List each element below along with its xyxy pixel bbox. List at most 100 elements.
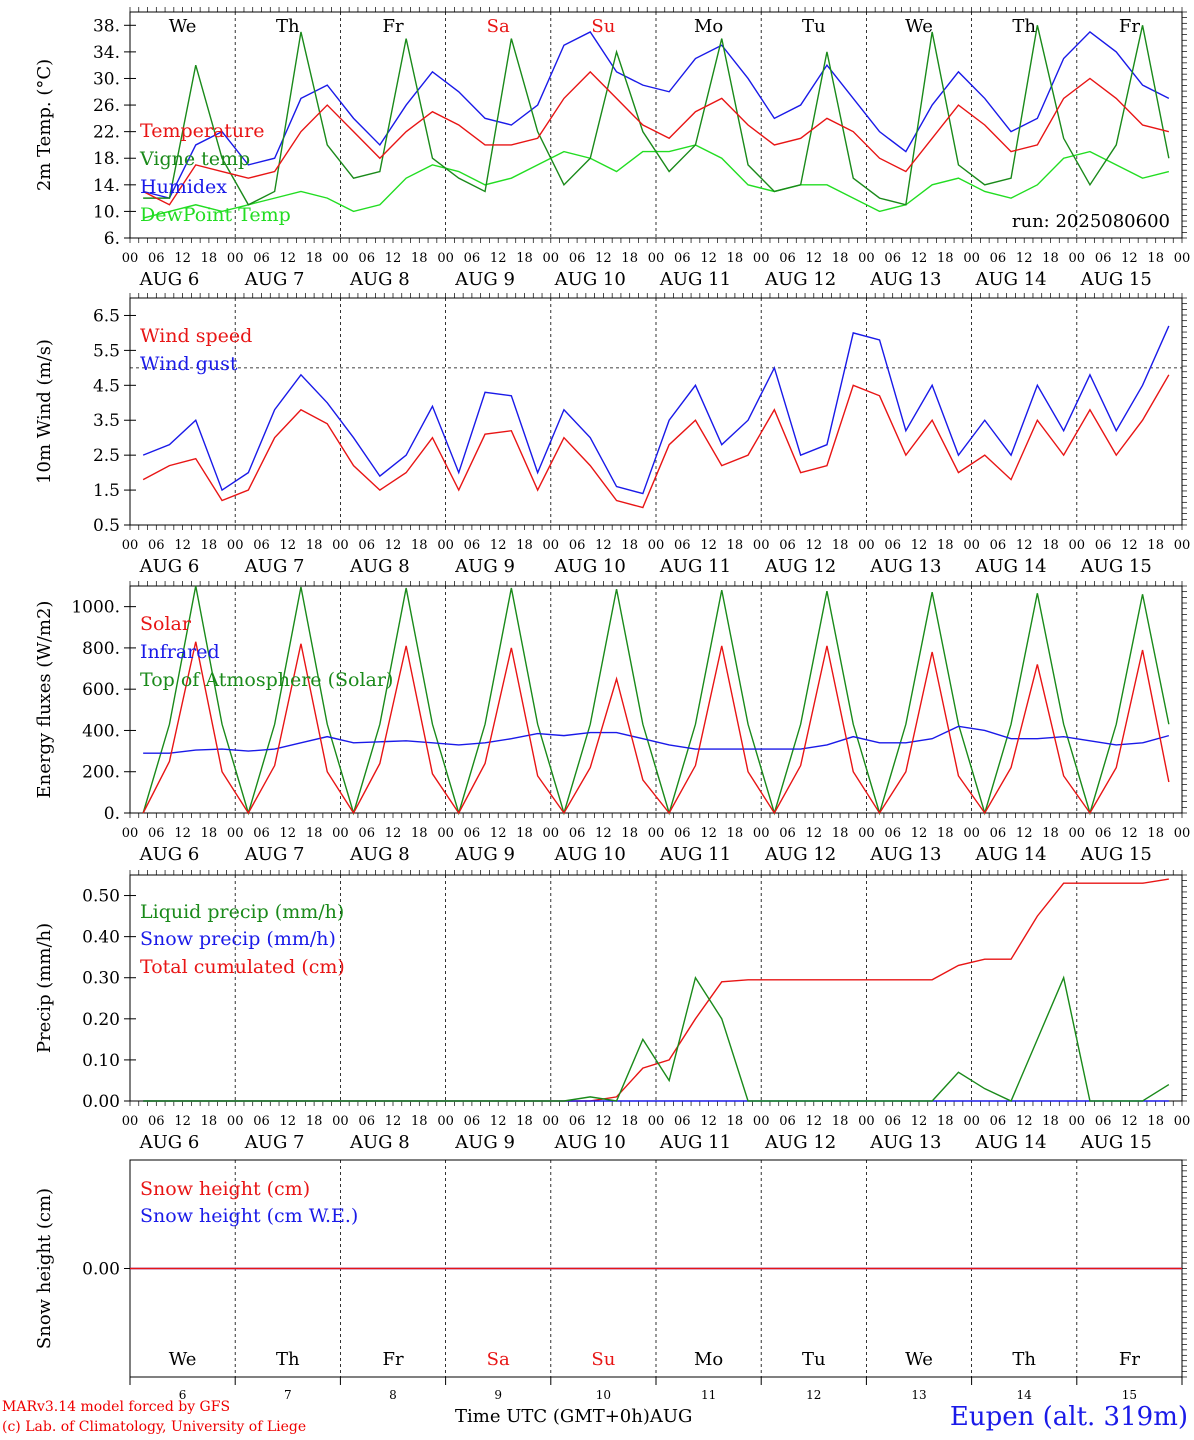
hour-tick-label: 18: [1042, 1114, 1059, 1129]
hour-tick-label: 12: [595, 1114, 612, 1129]
hour-tick-label: 18: [727, 1114, 744, 1129]
hour-tick-label: 00: [858, 538, 875, 553]
hour-tick-label: 06: [253, 1114, 270, 1129]
y-tick-label: 30.: [93, 69, 120, 89]
hour-tick-label: 00: [753, 1114, 770, 1129]
day-label: Th: [1012, 16, 1036, 37]
day-label: Sa: [487, 1349, 510, 1370]
hour-tick-label: 12: [490, 1114, 507, 1129]
hour-tick-label: 00: [1174, 1114, 1191, 1129]
date-label: AUG 11: [659, 269, 731, 290]
date-label: AUG 9: [454, 844, 515, 865]
day-number-label: 11: [701, 1388, 716, 1402]
hour-tick-label: 12: [806, 538, 823, 553]
legend-entry: Snow height (cm): [140, 1178, 310, 1200]
hour-tick-label: 12: [1016, 826, 1033, 841]
date-label: AUG 12: [764, 844, 836, 865]
hour-tick-label: 12: [911, 251, 928, 266]
hour-tick-label: 06: [1095, 251, 1112, 266]
hour-tick-label: 12: [280, 538, 297, 553]
hour-tick-label: 18: [727, 538, 744, 553]
hour-tick-label: 18: [201, 826, 218, 841]
hour-tick-label: 12: [1121, 251, 1138, 266]
hour-tick-label: 06: [990, 826, 1007, 841]
series-line-wind-speed: [142, 374, 1170, 509]
hour-tick-label: 12: [385, 538, 402, 553]
hour-tick-label: 12: [1016, 1114, 1033, 1129]
hour-tick-label: 18: [937, 1114, 954, 1129]
hour-tick-label: 12: [174, 826, 191, 841]
hour-tick-label: 12: [490, 251, 507, 266]
day-number-label: 13: [911, 1388, 926, 1402]
day-label: We: [169, 1349, 197, 1370]
hour-tick-label: 18: [516, 251, 533, 266]
date-label: AUG 15: [1080, 844, 1152, 865]
date-label: AUG 15: [1080, 1132, 1152, 1153]
legend-entry: Total cumulated (cm): [140, 956, 345, 978]
hour-tick-label: 12: [595, 826, 612, 841]
hour-tick-label: 18: [306, 538, 323, 553]
hour-tick-label: 00: [1069, 1114, 1086, 1129]
hour-tick-label: 06: [779, 1114, 796, 1129]
hour-tick-label: 12: [174, 538, 191, 553]
hour-tick-label: 12: [700, 826, 717, 841]
hour-tick-label: 12: [911, 538, 928, 553]
hour-tick-label: 06: [253, 538, 270, 553]
hour-tick-label: 00: [963, 251, 980, 266]
day-label: Fr: [382, 16, 403, 37]
series-line-top-of-atmosphere-solar-: [142, 585, 1170, 816]
date-label: AUG 7: [244, 844, 305, 865]
hour-tick-label: 00: [437, 251, 454, 266]
series-line-temperature: [142, 70, 1170, 206]
hour-tick-label: 06: [464, 251, 481, 266]
series-line-solar: [142, 641, 1170, 815]
y-tick-label: 600.: [82, 680, 120, 700]
date-label: AUG 11: [659, 1132, 731, 1153]
hour-tick-label: 06: [884, 826, 901, 841]
y-tick-label: 0.00: [82, 1260, 120, 1280]
hour-tick-label: 18: [1147, 1114, 1164, 1129]
y-tick-label: 2.5: [93, 446, 120, 466]
y-axis-label: Energy fluxes (W/m2): [34, 601, 55, 799]
series-line-infrared: [143, 725, 1170, 754]
date-label: AUG 11: [659, 556, 731, 577]
hour-tick-label: 18: [832, 1114, 849, 1129]
hour-tick-label: 06: [779, 251, 796, 266]
hour-tick-label: 00: [963, 1114, 980, 1129]
hour-tick-label: 00: [332, 538, 349, 553]
y-tick-label: 18.: [93, 149, 120, 169]
y-tick-label: 0.40: [82, 928, 120, 948]
legend-entry: Vigne temp: [139, 148, 250, 170]
hour-tick-label: 00: [227, 826, 244, 841]
date-label: AUG 13: [869, 1132, 941, 1153]
date-label: AUG 6: [139, 556, 200, 577]
hour-tick-label: 18: [1147, 251, 1164, 266]
date-label: AUG 12: [764, 556, 836, 577]
legend-entry: Snow precip (mm/h): [140, 928, 336, 950]
y-tick-label: 400.: [82, 721, 120, 741]
location-label: Eupen (alt. 319m): [949, 1402, 1188, 1432]
day-label: Fr: [1119, 1349, 1140, 1370]
day-label: We: [905, 16, 933, 37]
day-label: Fr: [1119, 16, 1140, 37]
hour-tick-label: 06: [884, 1114, 901, 1129]
y-tick-label: 22.: [93, 123, 120, 143]
y-axis-label: 2m Temp. (°C): [34, 59, 55, 191]
hour-tick-label: 06: [464, 826, 481, 841]
hour-tick-label: 18: [621, 251, 638, 266]
day-label: Fr: [382, 1349, 403, 1370]
hour-tick-label: 06: [884, 538, 901, 553]
hour-tick-label: 12: [806, 251, 823, 266]
hour-tick-label: 00: [122, 538, 139, 553]
hour-tick-label: 06: [990, 1114, 1007, 1129]
date-label: AUG 7: [244, 556, 305, 577]
hour-tick-label: 00: [648, 1114, 665, 1129]
hour-tick-label: 12: [1121, 1114, 1138, 1129]
hour-tick-label: 00: [437, 826, 454, 841]
hour-tick-label: 00: [1174, 826, 1191, 841]
y-tick-label: 0.20: [82, 1010, 120, 1030]
hour-tick-label: 18: [306, 826, 323, 841]
lab-credit: (c) Lab. of Climatology, University of L…: [2, 1419, 307, 1435]
legend-entry: Top of Atmosphere (Solar): [140, 669, 393, 691]
